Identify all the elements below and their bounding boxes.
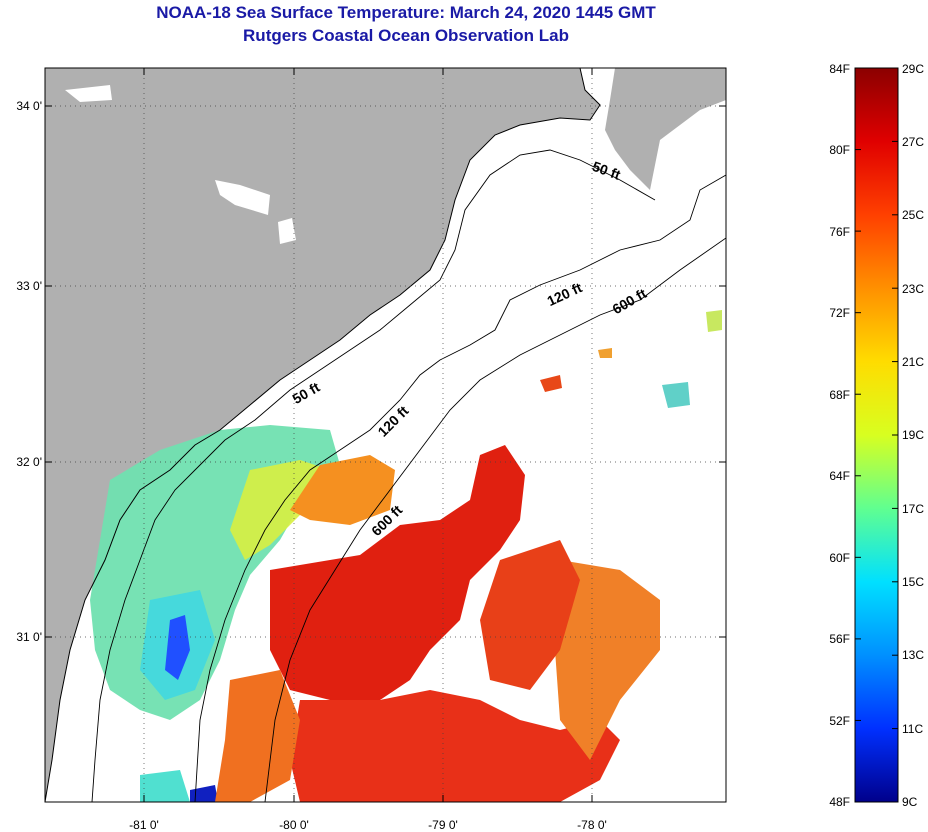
lon-label: -80 0' <box>279 818 309 832</box>
colorbar-f-label: 64F <box>829 469 850 483</box>
lat-label: 32 0' <box>16 455 42 469</box>
sst-yellow-patch <box>706 310 722 332</box>
colorbar-c-label: 9C <box>902 795 918 809</box>
isobath-600ft <box>264 237 726 802</box>
colorbar-f-label: 48F <box>829 795 850 809</box>
sst-red-offshore <box>270 445 525 700</box>
colorbar-f-label: 52F <box>829 714 850 728</box>
land-corner <box>605 68 726 190</box>
sst-cyan-patch <box>662 382 690 408</box>
colorbar-c-label: 11C <box>902 722 923 736</box>
lat-label: 33 0' <box>16 279 42 293</box>
lon-label: -81 0' <box>129 818 159 832</box>
colorbar-c-label: 19C <box>902 428 924 442</box>
colorbar-f-label: 80F <box>829 143 850 157</box>
colorbar-f-label: 56F <box>829 632 850 646</box>
grid-lines <box>45 68 726 802</box>
land-lake <box>215 180 270 215</box>
colorbar-f-label: 68F <box>829 388 850 402</box>
lat-label: 34 0' <box>16 99 42 113</box>
sst-red-patch <box>540 375 562 392</box>
colorbar-ticks <box>855 67 898 803</box>
sst-orange-east <box>555 560 660 760</box>
sst-orange-southwest <box>215 670 300 802</box>
sst-yellow-region <box>230 460 330 560</box>
isobath-120ft <box>194 174 726 802</box>
colorbar-f-label: 84F <box>829 62 850 76</box>
colorbar-c-label: 15C <box>902 575 924 589</box>
isobath-50ft <box>91 149 656 802</box>
sst-blue-south <box>190 785 218 802</box>
colorbar-c-label: 17C <box>902 502 924 516</box>
map-title: NOAA-18 Sea Surface Temperature: March 2… <box>156 3 656 22</box>
lon-label: -78 0' <box>577 818 607 832</box>
lat-label: 31 0' <box>16 630 42 644</box>
sst-orange-shelf <box>290 455 395 525</box>
colorbar-c-label: 27C <box>902 135 924 149</box>
map-subtitle: Rutgers Coastal Ocean Observation Lab <box>243 26 569 45</box>
colorbar-f-label: 60F <box>829 551 850 565</box>
sst-orange-patch <box>598 348 612 358</box>
land-lake <box>65 85 112 102</box>
coastline <box>45 68 601 802</box>
colorbar-f-label: 76F <box>829 225 850 239</box>
sst-red-east <box>480 540 580 690</box>
land-mass <box>45 68 600 802</box>
map-frame <box>44 67 727 803</box>
tick-marks <box>45 68 726 802</box>
colorbar-c-label: 21C <box>902 355 924 369</box>
colorbar-c-label: 23C <box>902 282 924 296</box>
colorbar-c-label: 29C <box>902 62 924 76</box>
colorbar-f-label: 72F <box>829 306 850 320</box>
sst-red-mid <box>290 690 620 802</box>
colorbar-c-label: 25C <box>902 208 924 222</box>
lon-label: -79 0' <box>428 818 458 832</box>
colorbar-gradient <box>854 67 899 803</box>
land-lake <box>278 218 296 244</box>
colorbar-c-label: 13C <box>902 648 924 662</box>
sst-cyan-south <box>140 770 190 802</box>
sst-blue-patch <box>165 615 190 680</box>
